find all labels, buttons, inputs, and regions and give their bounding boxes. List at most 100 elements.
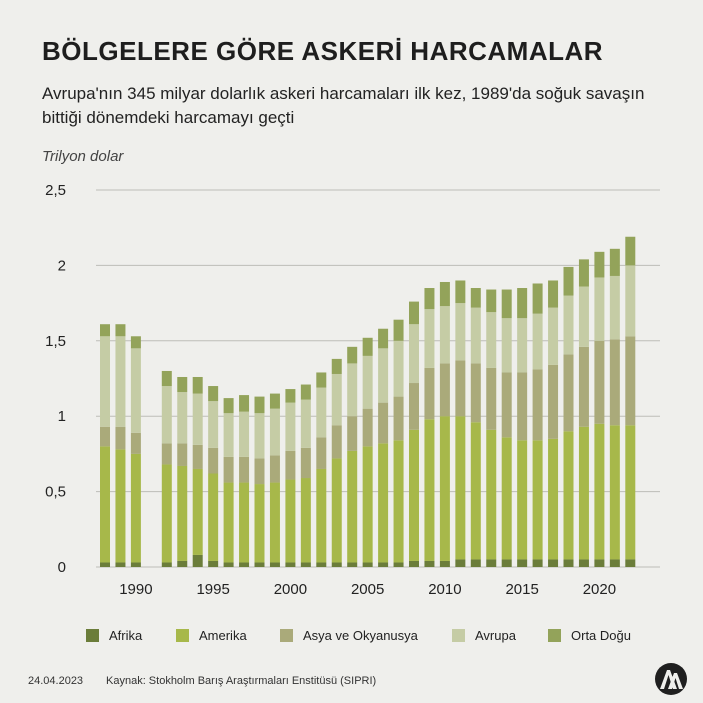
bar-segment	[548, 559, 559, 567]
bar-segment	[115, 336, 126, 427]
bar-segment	[300, 447, 311, 479]
bar-segment	[239, 456, 250, 483]
bar-segment	[424, 560, 435, 567]
bar-segment	[532, 559, 543, 567]
bar-segment	[254, 396, 265, 414]
bar-segment	[486, 289, 497, 313]
bar-segment	[470, 307, 481, 364]
bar-segment	[439, 363, 450, 417]
bar-segment	[578, 559, 589, 567]
bar-segment	[378, 562, 389, 567]
bar-segment	[208, 401, 219, 448]
source-note: Kaynak: Stokholm Barış Araştırmaları Ens…	[106, 675, 377, 687]
bar-segment	[424, 419, 435, 561]
bar-segment	[177, 376, 188, 393]
bar-segment	[100, 562, 110, 567]
bar-segment	[625, 236, 636, 266]
bar-segment	[517, 318, 528, 373]
bar-segment	[331, 562, 342, 567]
bar-segment	[300, 399, 311, 448]
bar-segment	[362, 446, 373, 563]
legend-item: Avrupa	[452, 628, 516, 643]
bar-segment	[269, 455, 280, 483]
x-tick-label: 1990	[119, 581, 152, 598]
bar-segment	[100, 446, 110, 563]
bar-segment	[517, 440, 528, 560]
bar-segment	[223, 413, 234, 457]
bar-segment	[548, 307, 559, 365]
bar-segment	[192, 444, 203, 469]
bar-segment	[625, 265, 636, 337]
bar-segment	[563, 559, 574, 567]
bar-segment	[115, 426, 126, 450]
bar-segment	[393, 319, 404, 341]
bar-segment	[470, 363, 481, 423]
legend-label: Orta Doğu	[571, 628, 631, 643]
bar-segment	[548, 438, 559, 560]
bar-segment	[239, 411, 250, 457]
bar-segment	[331, 425, 342, 459]
bar-segment	[501, 437, 512, 560]
bar-segment	[578, 259, 589, 287]
y-axis-label: Trilyon dolar	[42, 148, 124, 165]
bar-segment	[239, 562, 250, 567]
bar-segment	[208, 386, 219, 402]
bar-segment	[501, 289, 512, 319]
legend-swatch	[176, 629, 189, 642]
bar-segment	[609, 248, 620, 276]
bar-segment	[161, 386, 172, 444]
bar-segment	[393, 340, 404, 397]
bar-segment	[424, 309, 435, 368]
bar-segment	[455, 280, 466, 304]
bar-segment	[594, 340, 605, 424]
bar-segment	[594, 559, 605, 567]
bar-segment	[285, 479, 296, 563]
bar-segment	[115, 449, 126, 563]
legend-label: Amerika	[199, 628, 247, 643]
chart-title: BÖLGELERE GÖRE ASKERİ HARCAMALAR	[42, 36, 604, 66]
bar-segment	[130, 348, 141, 433]
bar-segment	[347, 363, 358, 417]
y-tick-label: 0	[58, 559, 66, 576]
bar-segment	[470, 422, 481, 560]
bar-segment	[486, 367, 497, 430]
bar-segment	[532, 283, 543, 314]
bar-segment	[362, 408, 373, 447]
bar-segment	[409, 301, 419, 325]
bar-segment	[455, 559, 466, 567]
bar-segment	[625, 425, 636, 560]
bar-segment	[548, 364, 559, 439]
legend-item: Asya ve Okyanusya	[280, 628, 418, 643]
bar-segment	[254, 413, 265, 459]
bar-segment	[409, 383, 419, 430]
bar-segment	[594, 251, 605, 278]
bar-segment	[300, 384, 311, 400]
bar-segment	[223, 456, 234, 483]
y-tick-label: 0,5	[45, 484, 66, 501]
bar-segment	[439, 416, 450, 561]
bar-segment	[331, 373, 342, 426]
bar-segment	[239, 395, 250, 412]
bar-segment	[439, 306, 450, 364]
x-tick-label: 2005	[351, 581, 384, 598]
legend-swatch	[452, 629, 465, 642]
bar-segment	[285, 562, 296, 567]
bar-segment	[130, 453, 141, 563]
y-tick-label: 2	[58, 257, 66, 274]
bar-segment	[130, 432, 141, 454]
bar-segment	[578, 346, 589, 427]
bar-segment	[285, 450, 296, 480]
bar-segment	[563, 295, 574, 355]
bar-segment	[161, 443, 172, 465]
bar-segment	[486, 312, 497, 368]
bar-segment	[532, 369, 543, 441]
bar-segment	[563, 431, 574, 560]
legend-item: Afrika	[86, 628, 142, 643]
bar-segment	[393, 562, 404, 567]
legend-item: Orta Doğu	[548, 628, 631, 643]
chart-legend: Afrika Amerika Asya ve Okyanusya Avrupa Orta…	[86, 628, 686, 650]
bar-segment	[501, 318, 512, 373]
bar-segment	[130, 562, 141, 567]
bar-segment	[177, 443, 188, 466]
bar-segment	[300, 478, 311, 563]
